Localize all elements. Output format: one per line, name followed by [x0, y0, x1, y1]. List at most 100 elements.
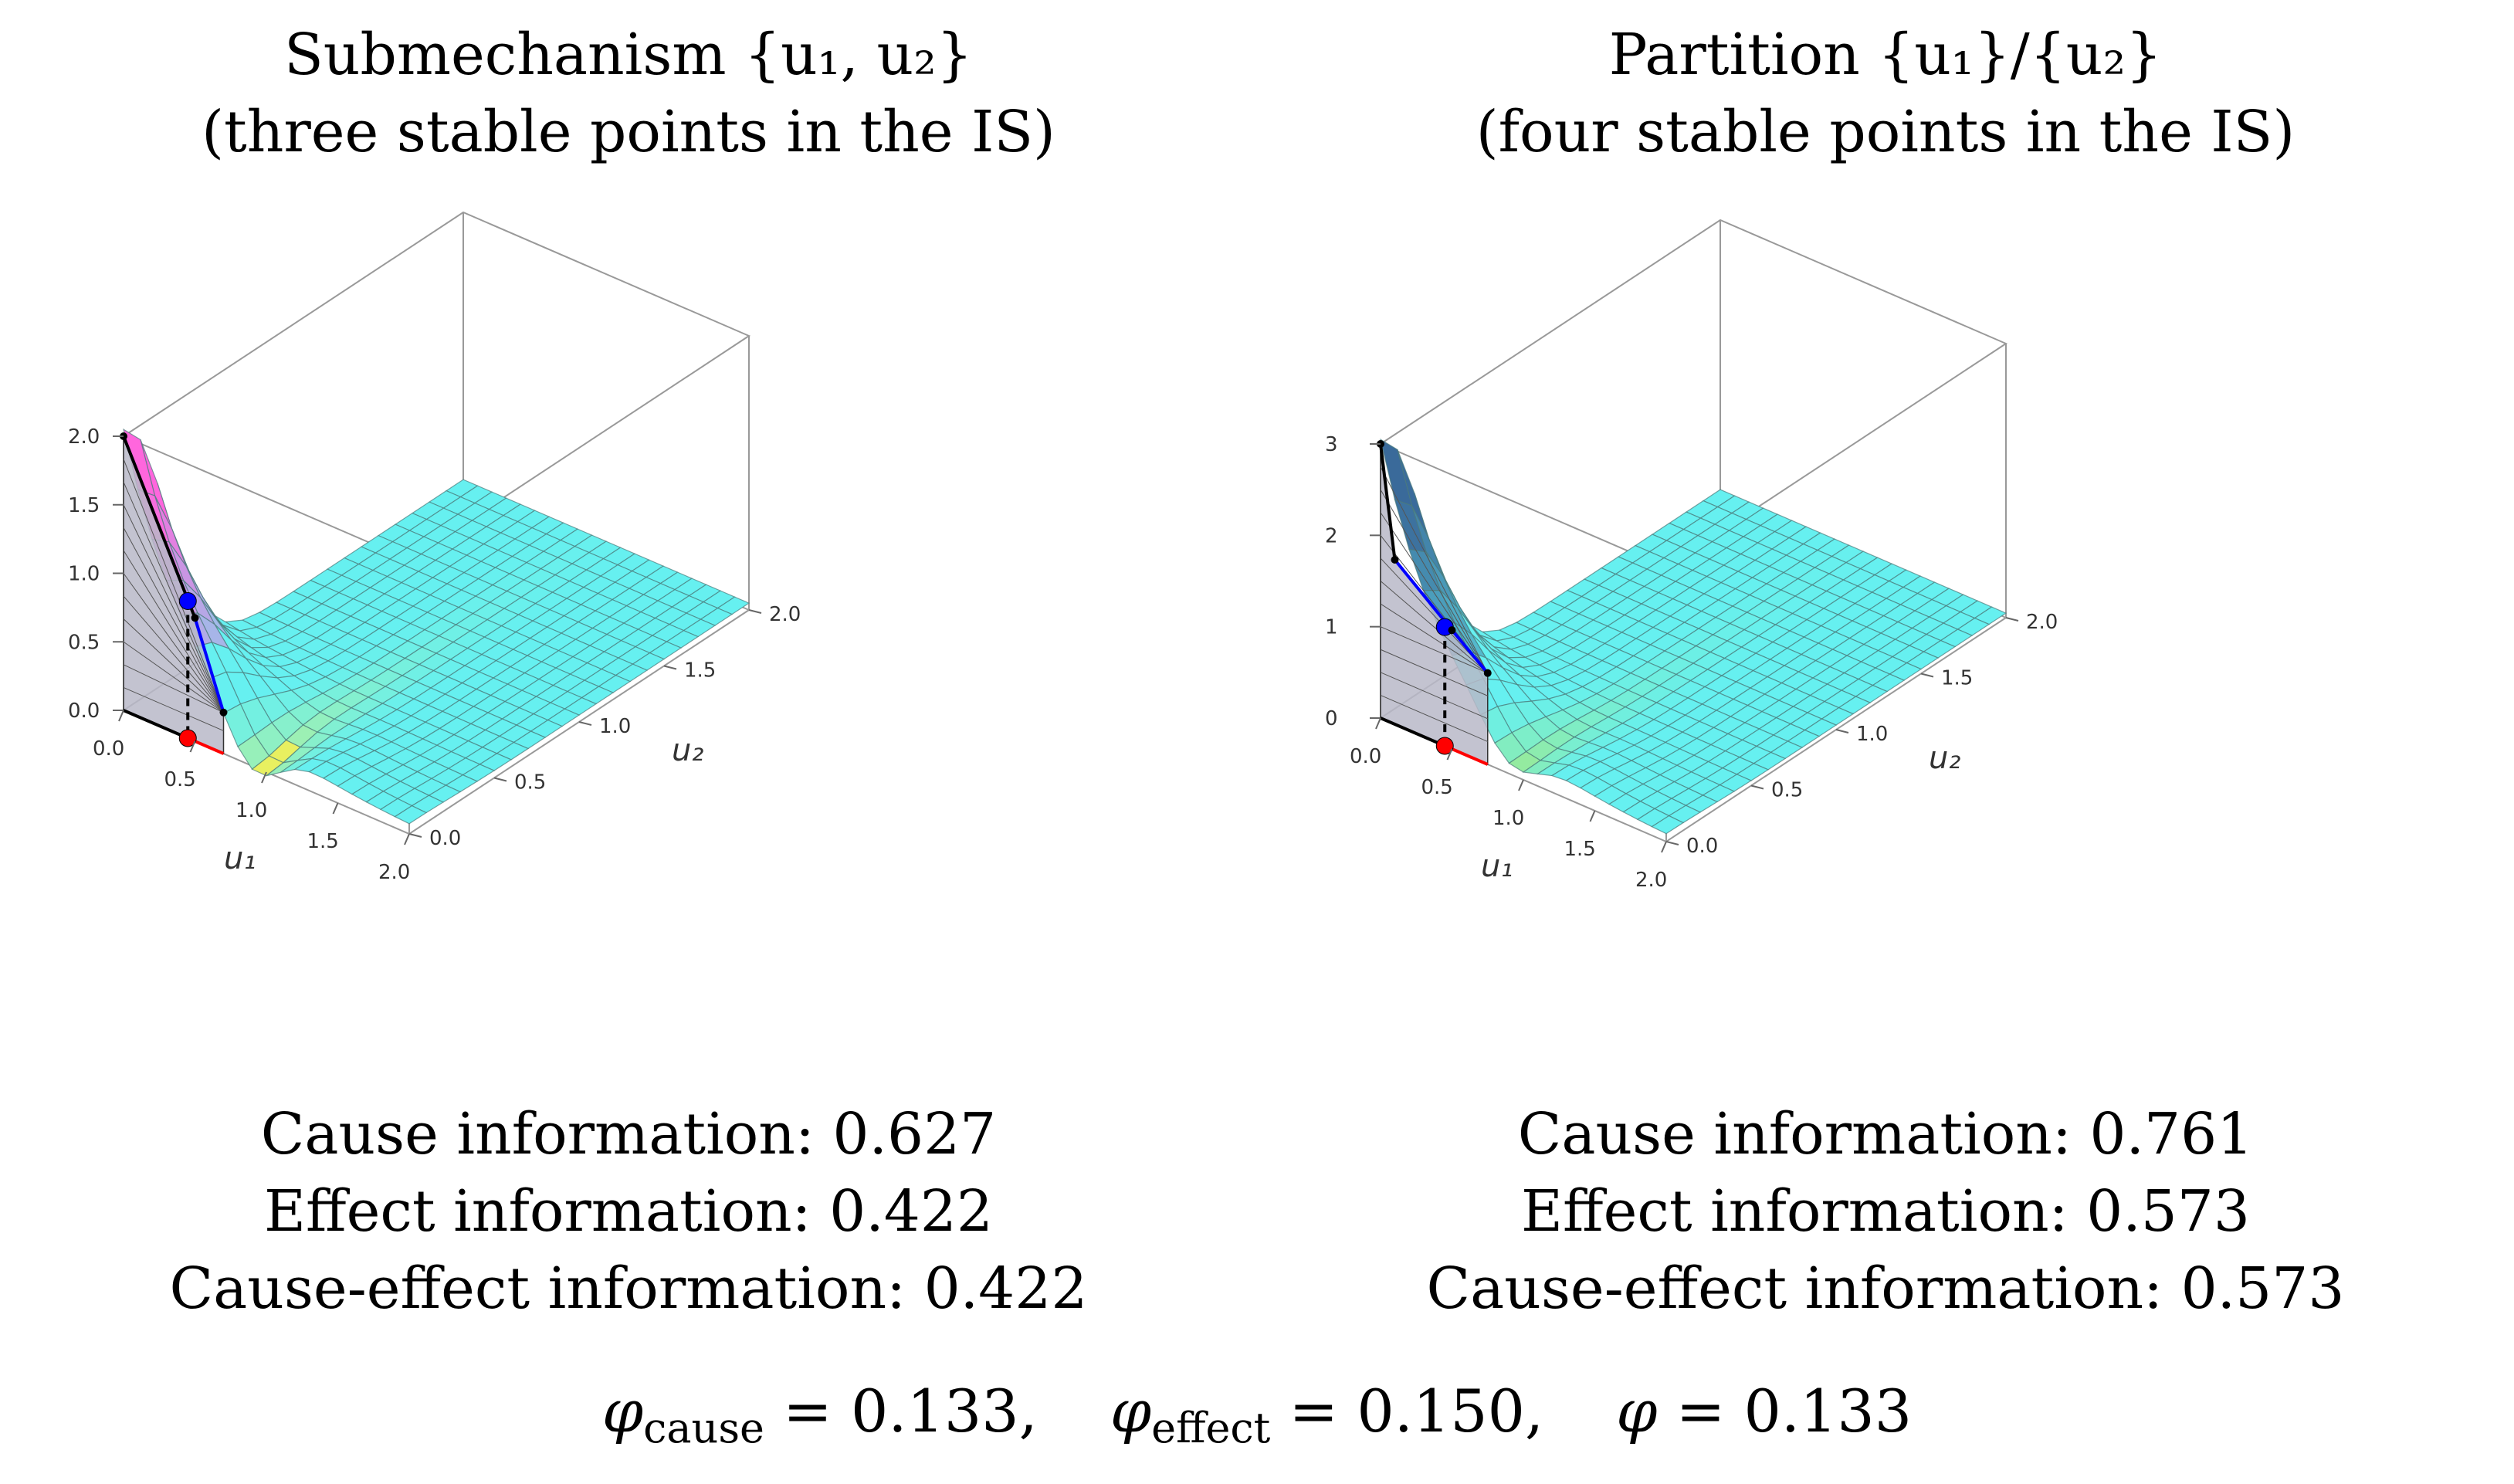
y-tick — [1665, 841, 1679, 845]
x-tick — [332, 802, 339, 815]
surface-plot-svg: 0.0 0.5 1.0 1.5 2.0 0.0 0.5 1.0 1.5 2.0 0 1 2 3 u₁ u₂ — [1325, 219, 2058, 892]
x-tick-label: 2.0 — [1635, 869, 1667, 892]
hatch-line — [123, 595, 224, 713]
phi-effect-subscript: effect — [1151, 1404, 1271, 1452]
x-tick-label: 2.0 — [378, 861, 410, 884]
edge-vertex-dot — [191, 614, 199, 622]
edge-vertex-dot — [1483, 669, 1492, 677]
edge-curve-black — [1379, 443, 1397, 561]
edge-curve-blue — [193, 617, 225, 713]
x-tick-label: 1.0 — [235, 799, 267, 822]
z-tick-label: 1.0 — [68, 563, 100, 586]
hatch-line — [1380, 603, 1489, 674]
phi-cause-value: = 0.133, — [783, 1377, 1038, 1445]
y-tick — [578, 721, 592, 726]
cross-section-sheet — [123, 435, 225, 755]
axis-labels: 0.0 0.5 1.0 1.5 2.0 0.0 0.5 1.0 1.5 2.0 0 1 2 3 u₁ u₂ — [1325, 433, 2058, 892]
x-tick — [1446, 748, 1453, 761]
panel-submechanism: Submechanism {u₁, u₂} (three stable poin… — [68, 22, 1087, 1317]
y-tick-label: 0.0 — [1686, 835, 1718, 858]
z-tick-label: 2 — [1325, 524, 1338, 547]
x-axis-label: u₁ — [1481, 849, 1513, 884]
x-tick — [1375, 717, 1381, 730]
edge-vertex-dot — [1448, 626, 1456, 635]
x-tick-label: 0.0 — [93, 737, 124, 761]
y-tick — [408, 833, 422, 838]
y-tick — [1920, 673, 1934, 678]
surface-plot-svg: 0.0 0.5 1.0 1.5 2.0 0.0 0.5 1.0 1.5 2.0 0.0 0.5 1.0 1… — [68, 211, 801, 884]
surface-patch — [1651, 815, 1685, 835]
x-tick-label: 1.5 — [307, 830, 339, 853]
x-tick — [1589, 810, 1596, 822]
y-tick — [2005, 617, 2019, 622]
hatch-line — [1380, 626, 1488, 674]
hatch-line — [123, 686, 224, 731]
x-tick — [189, 740, 196, 753]
z-tick-label: 0.5 — [68, 631, 100, 654]
hatch-line — [123, 641, 224, 713]
panel-title: Partition {u₁}/{u₂} — [1608, 22, 2163, 88]
y-tick — [493, 777, 507, 782]
y-tick — [1835, 729, 1849, 734]
z-tick-label: 1 — [1325, 616, 1338, 639]
y-tick-label: 0.5 — [514, 771, 546, 795]
x-tick — [1661, 841, 1667, 853]
hatch-line — [1380, 466, 1489, 673]
y-tick-label: 1.0 — [599, 715, 631, 738]
surface-mesh — [123, 428, 750, 825]
edge-vertex-dot — [219, 708, 228, 717]
panel-title: Submechanism {u₁, u₂} — [284, 22, 973, 88]
x-tick — [261, 771, 267, 784]
surface-patch — [394, 805, 428, 825]
x-axis-label: u₁ — [224, 841, 256, 876]
phi-total-symbol: φ — [1616, 1377, 1658, 1445]
x-tick — [118, 710, 124, 722]
cause-information: Cause information: 0.761 — [1517, 1101, 2254, 1167]
hatch-line — [123, 481, 224, 713]
hatch-line — [123, 504, 224, 713]
hatch-line — [1380, 512, 1489, 673]
cause-information: Cause information: 0.627 — [260, 1101, 997, 1167]
x-tick-label: 1.0 — [1492, 807, 1524, 830]
y-tick-label: 1.5 — [1941, 667, 1973, 690]
panel-subtitle: (four stable points in the IS) — [1476, 99, 2295, 165]
panel-partition: Partition {u₁}/{u₂} (four stable points … — [1257, 0, 2514, 1484]
hatch-line — [123, 550, 224, 713]
edge-curve-black — [122, 435, 197, 618]
hatch-line — [123, 573, 224, 713]
z-tick-label: 1.5 — [68, 494, 100, 517]
hatch-line — [1380, 489, 1489, 673]
hatch-line — [1380, 581, 1489, 674]
y-tick-label: 2.0 — [2026, 611, 2058, 634]
hatch-line — [123, 459, 224, 713]
edge-vertex-dot — [1391, 556, 1399, 564]
x-tick — [1518, 779, 1524, 791]
hatch-line — [1380, 694, 1488, 742]
effect-information: Effect information: 0.573 — [1521, 1178, 2250, 1245]
hatch-line — [123, 618, 224, 713]
z-tick-label: 0.0 — [68, 700, 100, 723]
y-axis-label: u₂ — [672, 733, 703, 768]
x-tick — [404, 833, 410, 845]
y-tick — [1750, 784, 1764, 790]
stable-point-red — [1435, 737, 1454, 755]
phi-cause-subscript: cause — [643, 1404, 764, 1452]
y-tick — [748, 609, 762, 614]
baseline-black — [123, 709, 189, 740]
y-tick-label: 0.0 — [429, 827, 461, 850]
y-axis-label: u₂ — [1929, 740, 1960, 776]
baseline-black — [1380, 717, 1446, 747]
hatch-line — [123, 664, 224, 713]
surface-mesh — [1380, 438, 2007, 835]
x-tick-label: 0.0 — [1350, 745, 1381, 768]
hatch-line — [1380, 672, 1488, 720]
cause-effect-information: Cause-effect information: 0.573 — [1426, 1255, 2345, 1322]
phi-effect-value: = 0.150, — [1289, 1377, 1544, 1445]
y-tick-label: 2.0 — [769, 603, 801, 626]
phi-summary: φcause = 0.133, φeffect = 0.150, φ = 0.1… — [0, 1382, 2514, 1449]
x-tick-label: 0.5 — [164, 768, 196, 791]
stable-point-red — [178, 729, 197, 747]
y-tick-label: 1.5 — [684, 659, 716, 683]
z-tick-label: 0 — [1325, 707, 1338, 730]
surface-plot: 0.0 0.5 1.0 1.5 2.0 0.0 0.5 1.0 1.5 2.0 0 1 2 3 u₁ u₂ — [1257, 193, 2514, 1081]
